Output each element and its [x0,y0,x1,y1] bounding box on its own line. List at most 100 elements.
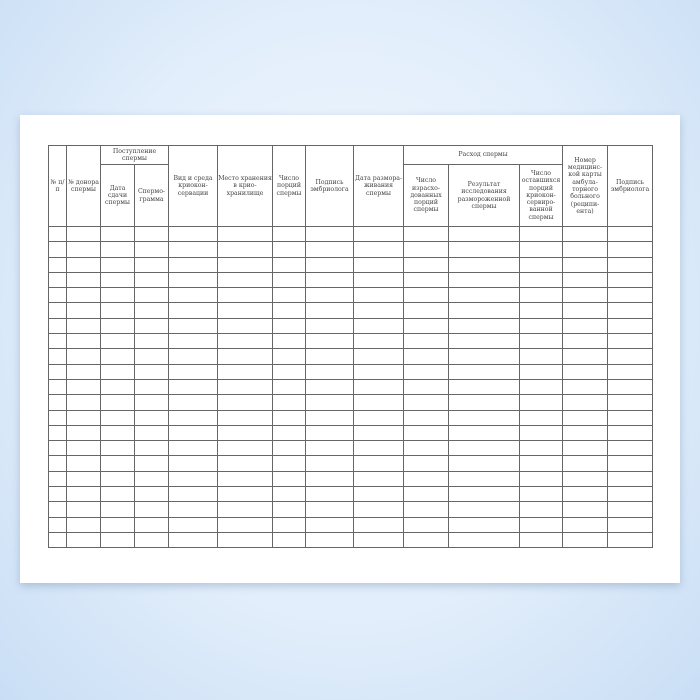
table-row [48,256,654,273]
table-cell [272,256,307,273]
table-cell [168,271,219,289]
table-cell [133,241,170,258]
table-cell [217,424,274,442]
table-cell [217,317,274,335]
table-row [48,486,654,503]
table-cell [168,225,219,243]
table-cell [272,302,307,319]
header-used-portions: Число израсхо-дованных порций спермы [403,164,450,227]
table-cell [168,455,219,472]
table-cell [519,241,564,258]
table-cell [562,440,609,457]
table-cell [305,287,355,304]
table-cell [448,302,521,319]
table-cell [403,271,450,289]
table-cell [305,225,355,243]
table-cell [305,470,355,488]
header-receipt-date: Дата сдачи спермы [100,164,135,227]
table-cell [272,317,307,335]
header-thaw-date: Дата размора-живания спермы [353,145,405,227]
table-cell [168,256,219,273]
header-spermogram: Спермо-грамма [133,164,170,227]
table-cell [272,440,307,457]
table-cell [562,455,609,472]
table-cell [48,486,67,503]
table-cell [353,394,405,411]
table-cell [48,302,67,319]
table-row [48,470,654,488]
table-cell [66,455,101,472]
table-cell [448,287,521,304]
header-consumption: Расход спермы [403,145,564,165]
table-cell [48,317,67,335]
table-cell [100,302,135,319]
table-cell [607,501,654,518]
table-cell [353,256,405,273]
table-cell [448,241,521,258]
table-cell [448,424,521,442]
table-row [48,455,654,472]
table-cell [353,378,405,396]
table-cell [519,470,564,488]
table-cell [519,440,564,457]
table-cell [133,486,170,503]
table-cell [519,531,564,549]
table-cell [448,531,521,549]
table-cell [66,501,101,518]
table-row [48,363,654,380]
table-cell [448,317,521,335]
table-cell [607,271,654,289]
table-row [48,241,654,258]
table-cell [562,271,609,289]
table-cell [607,394,654,411]
table-cell [519,394,564,411]
table-row [48,501,654,518]
table-cell [133,440,170,457]
table-cell [272,409,307,426]
table-cell [305,256,355,273]
table-cell [48,271,67,289]
table-cell [403,409,450,426]
table-cell [353,455,405,472]
table-cell [48,516,67,533]
table-cell [607,363,654,380]
table-cell [48,424,67,442]
header-num: № п/п [48,145,67,227]
table-cell [353,225,405,243]
table-cell [48,378,67,396]
table-cell [100,287,135,304]
table-cell [305,302,355,319]
table-cell [519,486,564,503]
table-cell [100,486,135,503]
table-cell [519,378,564,396]
table-cell [519,317,564,335]
header-portions: Число порций спермы [272,145,307,227]
table-cell [272,501,307,518]
table-cell [607,409,654,426]
table-cell [217,409,274,426]
table-cell [272,394,307,411]
table-cell [448,409,521,426]
table-cell [272,531,307,549]
table-cell [519,516,564,533]
table-cell [66,470,101,488]
table-cell [272,348,307,365]
table-cell [353,486,405,503]
table-cell [403,287,450,304]
table-cell [100,333,135,350]
table-cell [168,333,219,350]
table-cell [217,516,274,533]
table-cell [305,409,355,426]
table-cell [607,241,654,258]
table-cell [448,394,521,411]
table-cell [448,470,521,488]
table-cell [100,241,135,258]
table-cell [562,317,609,335]
table-cell [353,363,405,380]
table-cell [217,470,274,488]
table-cell [133,348,170,365]
table-cell [133,333,170,350]
table-cell [133,378,170,396]
table-cell [305,317,355,335]
table-cell [66,531,101,549]
